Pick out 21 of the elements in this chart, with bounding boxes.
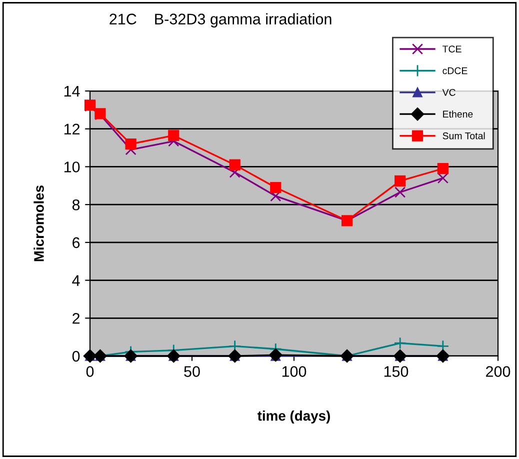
x-tick-label: 100 <box>282 366 306 377</box>
x-tick-label: 0 <box>86 366 94 377</box>
x-tick-label: 50 <box>184 366 200 377</box>
chart-title: 21C B-32D3 gamma irradiation <box>110 13 332 28</box>
legend-label: Ethene <box>443 110 473 118</box>
legend-label: cDCE <box>442 67 468 74</box>
x-tick-label: 200 <box>486 366 510 377</box>
y-tick-label: 12 <box>64 124 80 134</box>
x-tick-label: 150 <box>384 366 408 377</box>
x-axis-title: time (days) <box>258 410 330 424</box>
legend-label: TCE <box>442 46 462 52</box>
y-tick-label: 0 <box>72 350 80 362</box>
y-tick-label: 4 <box>72 275 80 286</box>
y-tick-label: 2 <box>72 313 80 324</box>
y-axis-title: Micromoles <box>34 185 44 262</box>
y-tick-label: 8 <box>72 199 80 210</box>
y-tick-label: 6 <box>72 237 80 248</box>
legend-label: Sum Total <box>442 132 485 140</box>
legend-label: VC <box>442 89 456 96</box>
y-tick-label: 14 <box>64 86 80 97</box>
y-tick-label: 10 <box>64 162 80 172</box>
